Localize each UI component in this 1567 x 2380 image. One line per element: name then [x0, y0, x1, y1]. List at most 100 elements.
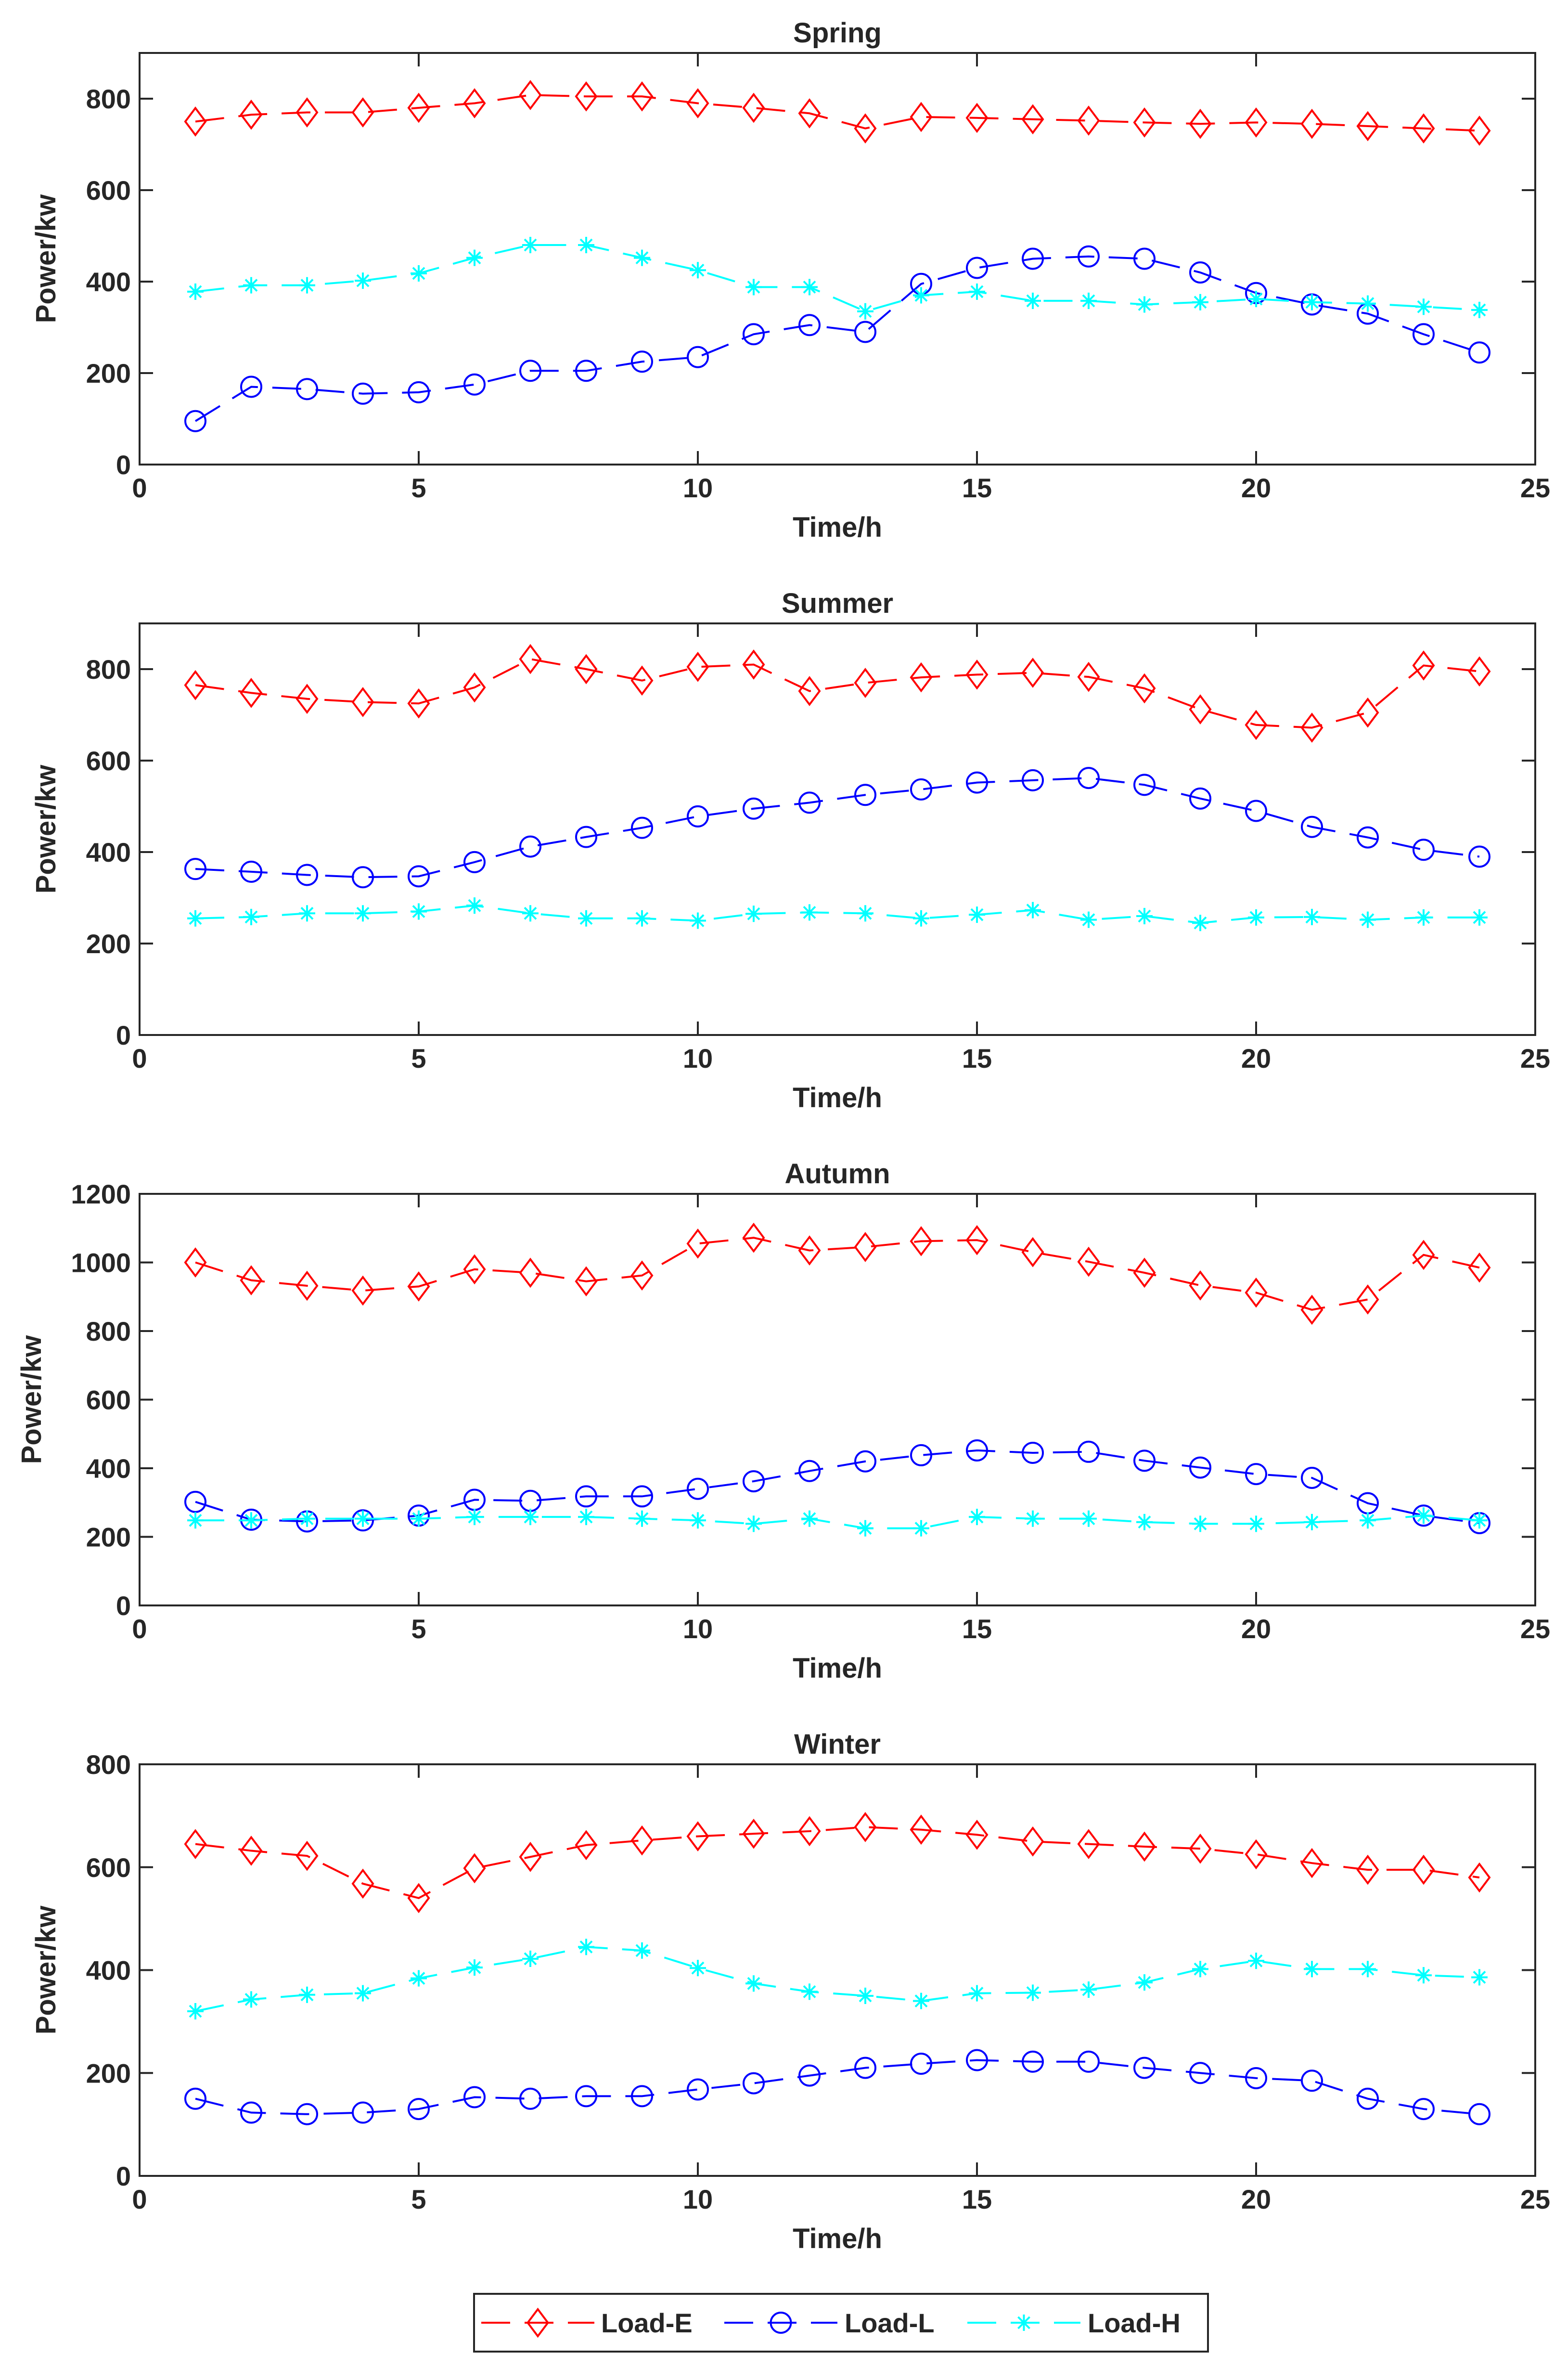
data-point-load-l — [1133, 2057, 1156, 2079]
data-point-load-l — [1357, 826, 1379, 849]
data-point-load-h — [857, 905, 873, 922]
data-point-load-l — [1022, 769, 1044, 791]
x-tick-label: 20 — [1241, 1614, 1271, 1644]
data-point-load-h — [1304, 1513, 1320, 1530]
data-point-load-h — [969, 906, 985, 923]
data-point-load-e — [1412, 1240, 1435, 1270]
data-point-load-e — [742, 1222, 765, 1253]
data-point-load-h — [522, 1950, 539, 1967]
data-point-load-l — [798, 314, 821, 336]
data-point-load-h — [1248, 1515, 1264, 1532]
data-point-load-l — [408, 2098, 430, 2121]
data-point-load-e — [295, 1840, 319, 1871]
data-point-load-e — [240, 678, 263, 708]
data-point-load-l — [1078, 2050, 1100, 2073]
data-point-load-h — [1080, 292, 1097, 309]
data-point-load-l — [463, 373, 486, 396]
data-point-load-e — [463, 1853, 486, 1884]
data-point-load-h — [969, 1985, 985, 2002]
data-point-load-h — [913, 1992, 929, 2009]
data-point-load-e — [575, 1830, 598, 1861]
data-point-load-e — [575, 654, 598, 685]
data-point-load-e — [798, 98, 821, 129]
data-point-load-h — [1192, 1961, 1208, 1978]
data-point-load-e — [742, 649, 765, 680]
data-point-load-h — [1192, 1515, 1208, 1532]
data-point-load-h — [1192, 294, 1208, 310]
data-point-load-l — [1078, 767, 1100, 789]
data-point-load-l — [1413, 2098, 1435, 2121]
data-point-load-e — [1300, 1294, 1323, 1325]
x-tick-label: 15 — [962, 473, 992, 503]
series-load-e — [184, 1222, 1491, 1325]
data-point-load-e — [1412, 1854, 1435, 1885]
data-point-load-e — [295, 1270, 319, 1301]
y-tick-label: 0 — [116, 1020, 131, 1050]
data-point-load-h — [1415, 298, 1432, 315]
data-point-load-l — [1468, 845, 1490, 868]
data-point-load-h — [411, 903, 427, 920]
data-point-load-l — [854, 1450, 876, 1473]
x-tick-label: 15 — [962, 1043, 992, 1074]
data-point-load-h — [1304, 294, 1320, 310]
data-point-load-e — [1356, 1854, 1379, 1885]
data-point-load-e — [1189, 1270, 1212, 1301]
data-point-load-e — [1021, 104, 1044, 135]
data-point-load-e — [1468, 116, 1491, 146]
data-point-load-h — [857, 303, 873, 320]
data-point-load-h — [1360, 1512, 1376, 1529]
y-tick-label: 0 — [116, 2161, 131, 2191]
data-point-load-l — [519, 360, 541, 382]
y-tick-label: 600 — [86, 1385, 131, 1415]
data-point-load-h — [355, 1985, 371, 2002]
data-point-load-l — [743, 797, 765, 820]
data-point-load-e — [854, 668, 877, 698]
data-point-load-h — [1304, 1961, 1320, 1978]
y-tick-label: 200 — [86, 2058, 131, 2088]
data-point-load-h — [355, 272, 371, 289]
data-point-load-h — [1192, 915, 1208, 931]
data-point-load-h — [187, 1512, 204, 1529]
data-point-load-l — [240, 2101, 262, 2124]
y-tick-label: 1200 — [71, 1179, 131, 1209]
data-point-load-e — [1189, 108, 1212, 139]
data-point-load-h — [466, 1509, 483, 1526]
plot-frame-winter — [139, 1763, 1536, 2177]
data-point-load-l — [1189, 261, 1211, 284]
data-point-load-l — [1245, 1463, 1267, 1486]
data-point-load-e — [184, 670, 207, 700]
data-point-load-e — [686, 1821, 709, 1851]
x-tick-label: 20 — [1241, 473, 1271, 503]
data-point-load-h — [411, 1510, 427, 1527]
data-point-load-e — [1245, 1277, 1268, 1308]
data-point-load-h — [578, 237, 594, 253]
y-tick-label: 400 — [86, 837, 131, 867]
legend-box — [473, 2293, 1209, 2353]
data-point-load-h — [1136, 296, 1153, 313]
legend-sample-load-h — [967, 2315, 1080, 2331]
data-point-load-e — [910, 102, 933, 132]
data-point-load-l — [1078, 1440, 1100, 1463]
data-point-load-l — [798, 791, 821, 814]
data-point-load-e — [1021, 1826, 1044, 1857]
data-point-load-h — [1471, 1512, 1488, 1529]
data-point-load-h — [634, 249, 650, 266]
data-point-load-l — [1078, 245, 1100, 268]
chart-title-autumn: Autumn — [784, 1158, 890, 1190]
data-point-load-e — [910, 1814, 933, 1845]
data-point-load-e — [798, 1235, 821, 1266]
data-point-load-l — [798, 2064, 821, 2087]
data-point-load-e — [1021, 1237, 1044, 1268]
x-tick-label: 15 — [962, 2184, 992, 2214]
data-point-load-h — [1025, 1984, 1041, 2001]
data-point-load-h — [690, 1512, 706, 1529]
legend-label-load-l: Load-L — [845, 2308, 935, 2338]
data-point-load-l — [575, 360, 597, 382]
data-point-load-e — [1133, 107, 1156, 138]
data-point-load-l — [631, 2085, 653, 2108]
y-tick-label: 400 — [86, 1955, 131, 1986]
data-point-load-l — [1301, 1466, 1323, 1489]
data-point-load-l — [687, 346, 709, 368]
